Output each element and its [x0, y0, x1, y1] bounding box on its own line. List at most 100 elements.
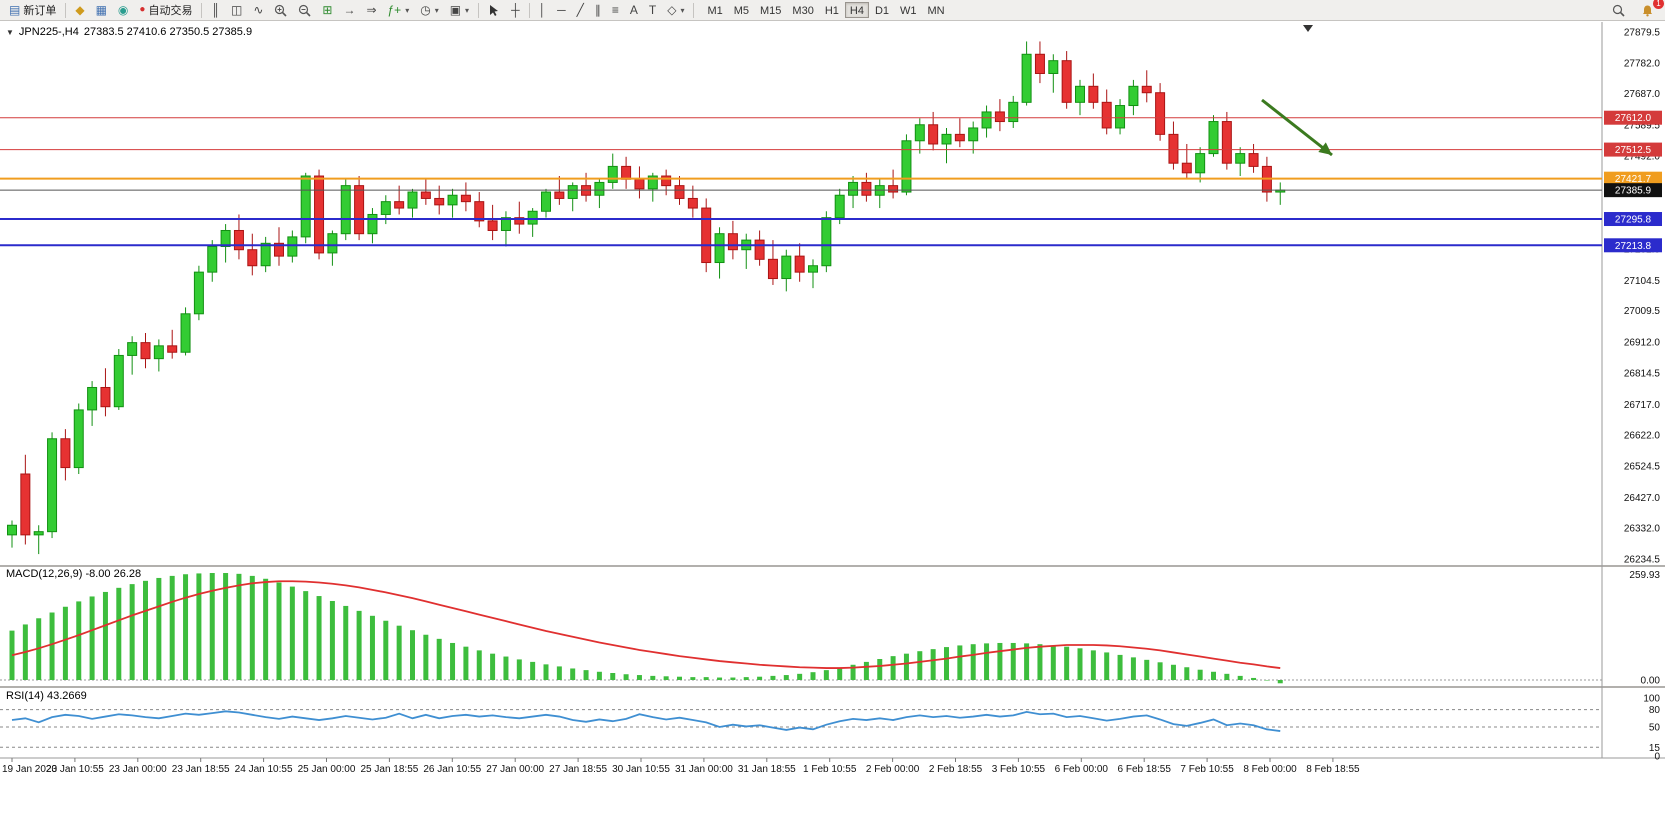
trendline-icon: ╱ — [576, 3, 584, 17]
community-button[interactable]: ◉ — [113, 1, 133, 19]
periods-button[interactable]: ◷ ▾ — [415, 1, 444, 19]
svg-text:26524.5: 26524.5 — [1624, 462, 1661, 473]
chevron-down-icon: ▾ — [434, 5, 439, 15]
text-icon: A — [629, 3, 638, 17]
svg-text:7 Feb 10:55: 7 Feb 10:55 — [1180, 764, 1234, 775]
one-click-expand-icon[interactable]: ▼ — [6, 27, 14, 37]
chevron-down-icon: ▾ — [680, 5, 685, 15]
vertical-line-icon: │ — [538, 3, 547, 17]
new-chart-button[interactable]: ▦ — [91, 1, 112, 19]
annotation-arrow[interactable] — [1261, 98, 1333, 157]
svg-text:26717.0: 26717.0 — [1624, 400, 1661, 411]
chart-canvas[interactable]: 27879.527782.027687.027589.527492.027397… — [0, 22, 1665, 832]
price-badge — [1604, 212, 1662, 227]
svg-text:27492.0: 27492.0 — [1624, 152, 1661, 163]
market-button[interactable]: ◆ — [70, 1, 89, 19]
svg-text:26 Jan 10:55: 26 Jan 10:55 — [423, 764, 481, 775]
svg-text:23 Jan 18:55: 23 Jan 18:55 — [172, 764, 230, 775]
svg-text:80: 80 — [1649, 705, 1661, 716]
svg-text:27612.0: 27612.0 — [1615, 113, 1652, 124]
timeframe-button-m1[interactable]: M1 — [702, 2, 727, 18]
chart-shift-button[interactable]: ⇒ — [361, 1, 381, 19]
bell-icon — [1643, 5, 1652, 16]
trendline-tool-button[interactable]: ╱ — [572, 1, 589, 19]
svg-text:31 Jan 00:00: 31 Jan 00:00 — [675, 764, 733, 775]
timeframe-button-h4[interactable]: H4 — [844, 2, 869, 18]
ohlc-values: 27383.5 27410.6 27350.5 27385.9 — [83, 26, 253, 38]
svg-text:27009.5: 27009.5 — [1624, 306, 1661, 317]
svg-text:26234.5: 26234.5 — [1624, 555, 1661, 566]
horizontal-line-tool-button[interactable]: ─ — [552, 1, 571, 19]
svg-text:0.00: 0.00 — [1641, 676, 1661, 687]
templates-button[interactable]: ▣ ▾ — [445, 1, 474, 19]
new-order-button[interactable]: ▤ 新订单 — [4, 1, 61, 19]
new-chart-icon: ▦ — [95, 3, 107, 17]
timeframe-button-m15[interactable]: M15 — [755, 2, 786, 18]
level-lines[interactable]: 27612.0 27512.5 27421.7 27295.8 27213.8 — [0, 110, 1662, 253]
panel-frame — [0, 22, 1665, 759]
svg-text:27213.8: 27213.8 — [1615, 241, 1652, 252]
chart-symbol-header: ▼ JPN225-,H4 27383.5 27410.6 27350.5 273… — [6, 26, 252, 38]
template-icon: ▣ — [449, 3, 462, 17]
tile-windows-button[interactable]: ⊞ — [317, 1, 337, 19]
svg-text:26332.0: 26332.0 — [1624, 523, 1661, 534]
svg-text:1 Feb 10:55: 1 Feb 10:55 — [803, 764, 857, 775]
macd-panel: 259.93 0.00 — [0, 570, 1660, 687]
objects-dropdown-button[interactable]: ◇ ▾ — [662, 1, 689, 19]
label-tool-button[interactable]: T — [644, 1, 661, 19]
auto-trading-button[interactable]: ● 自动交易 — [134, 1, 197, 19]
timeframe-button-h1[interactable]: H1 — [820, 2, 844, 18]
toolbar-separator — [528, 2, 530, 18]
svg-text:27589.5: 27589.5 — [1624, 120, 1661, 131]
zoom-out-icon — [299, 4, 311, 17]
rsi-indicator-label: RSI(14) 43.2669 — [6, 690, 87, 702]
svg-text:27 Jan 18:55: 27 Jan 18:55 — [549, 764, 607, 775]
timeframe-button-w1[interactable]: W1 — [895, 2, 922, 18]
zoom-out-button[interactable] — [293, 1, 316, 19]
svg-text:27879.5: 27879.5 — [1624, 28, 1661, 39]
cursor-button[interactable] — [483, 1, 505, 19]
line-chart-icon: ∿ — [253, 3, 264, 17]
svg-text:24 Jan 10:55: 24 Jan 10:55 — [235, 764, 293, 775]
svg-text:27782.0: 27782.0 — [1624, 59, 1661, 70]
timeframe-button-mn[interactable]: MN — [923, 2, 950, 18]
vertical-line-tool-button[interactable]: │ — [534, 1, 552, 19]
auto-scroll-button[interactable]: → — [338, 1, 360, 19]
timeframe-button-m30[interactable]: M30 — [787, 2, 818, 18]
svg-text:0: 0 — [1654, 752, 1660, 763]
channel-icon: ∥ — [594, 3, 601, 17]
channel-tool-button[interactable]: ∥ — [590, 1, 606, 19]
svg-text:27385.9: 27385.9 — [1615, 186, 1652, 197]
community-icon: ◉ — [117, 3, 129, 17]
price-badge — [1604, 142, 1662, 157]
toolbar-right-icons: 1 — [1607, 0, 1664, 19]
search-button[interactable] — [1607, 1, 1630, 19]
timeframe-toolbar: M1 M5 M15 M30 H1 H4 D1 W1 MN — [702, 2, 949, 18]
price-badge — [1604, 238, 1662, 253]
bar-chart-button[interactable]: ║ — [206, 1, 225, 19]
svg-text:50: 50 — [1649, 723, 1661, 734]
auto-trading-icon: ● — [139, 4, 146, 15]
chart-shift-marker — [1303, 25, 1313, 32]
timeframe-button-d1[interactable]: D1 — [870, 2, 894, 18]
chevron-down-icon: ▾ — [405, 5, 410, 15]
symbol-period-label: JPN225-,H4 — [18, 26, 79, 38]
text-tool-button[interactable]: A — [625, 1, 643, 19]
svg-text:27 Jan 00:00: 27 Jan 00:00 — [486, 764, 544, 775]
current-price-badge — [1604, 183, 1662, 198]
zoom-in-icon — [275, 4, 287, 17]
chart-shift-marker-group — [1303, 25, 1313, 32]
svg-text:3 Feb 10:55: 3 Feb 10:55 — [992, 764, 1046, 775]
timeframe-button-m5[interactable]: M5 — [729, 2, 754, 18]
candlestick-chart-button[interactable]: ◫ — [226, 1, 247, 19]
indicators-button[interactable]: ƒ+ ▾ — [383, 1, 415, 19]
line-chart-button[interactable]: ∿ — [248, 1, 268, 19]
svg-text:27421.7: 27421.7 — [1615, 174, 1652, 185]
fibonacci-tool-button[interactable]: ≡ — [607, 1, 624, 19]
notifications-button[interactable]: 1 — [1636, 0, 1664, 19]
zoom-in-button[interactable] — [269, 1, 292, 19]
crosshair-button[interactable]: ┼ — [506, 1, 525, 19]
new-order-label: 新订单 — [23, 5, 57, 17]
svg-text:6 Feb 18:55: 6 Feb 18:55 — [1118, 764, 1172, 775]
